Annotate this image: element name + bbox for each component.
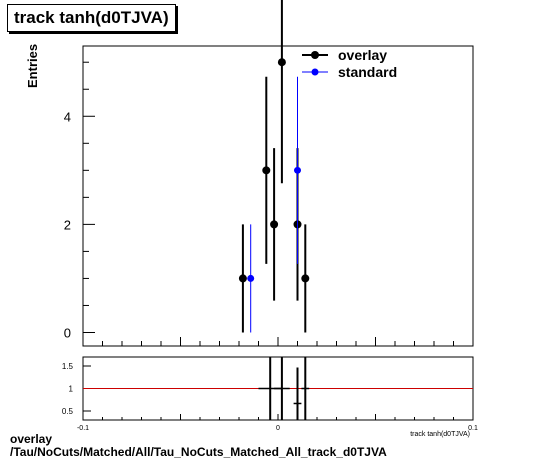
legend-label-standard: standard (338, 64, 397, 80)
overlay-point (270, 220, 279, 229)
caption: overlay /Tau/NoCuts/Matched/All/Tau_NoCu… (10, 433, 387, 459)
standard-point (247, 274, 255, 282)
ratio-x-tick-label: -0.1 (77, 425, 89, 432)
legend-label-overlay: overlay (338, 47, 387, 63)
overlay-point (277, 58, 286, 67)
legend-entry-standard: standard (302, 64, 397, 80)
overlay-point (301, 274, 310, 283)
ratio-y-tick-label: 1 (69, 385, 74, 394)
caption-line-2: /Tau/NoCuts/Matched/All/Tau_NoCuts_Match… (10, 445, 387, 459)
ratio-data-marks (83, 357, 473, 420)
overlay-point (262, 166, 271, 175)
y-tick-label: 2 (64, 217, 71, 232)
legend-entry-overlay: overlay (302, 47, 387, 63)
main-plot-frame (82, 45, 474, 347)
main-axes: 0 2 4 (64, 61, 474, 346)
y-tick-label: 4 (64, 109, 71, 124)
ratio-y-tick-label: 1.5 (62, 362, 74, 371)
overlay-point (238, 274, 247, 283)
legend: overlay standard (302, 47, 397, 80)
caption-line-1: overlay (10, 432, 53, 446)
ratio-x-tick-label: 0 (276, 425, 280, 432)
ratio-x-axis-label: track tanh(d0TJVA) (410, 431, 470, 438)
standard-point (294, 166, 301, 174)
ratio-x-tick-label: 0.1 (468, 425, 478, 432)
y-axis-label: Entries (25, 44, 40, 88)
y-tick-label: 0 (64, 325, 71, 340)
main-data-marks (238, 0, 310, 333)
chart-title: track tanh(d0TJVA) (7, 4, 176, 32)
ratio-y-tick-label: 0.5 (62, 407, 74, 416)
